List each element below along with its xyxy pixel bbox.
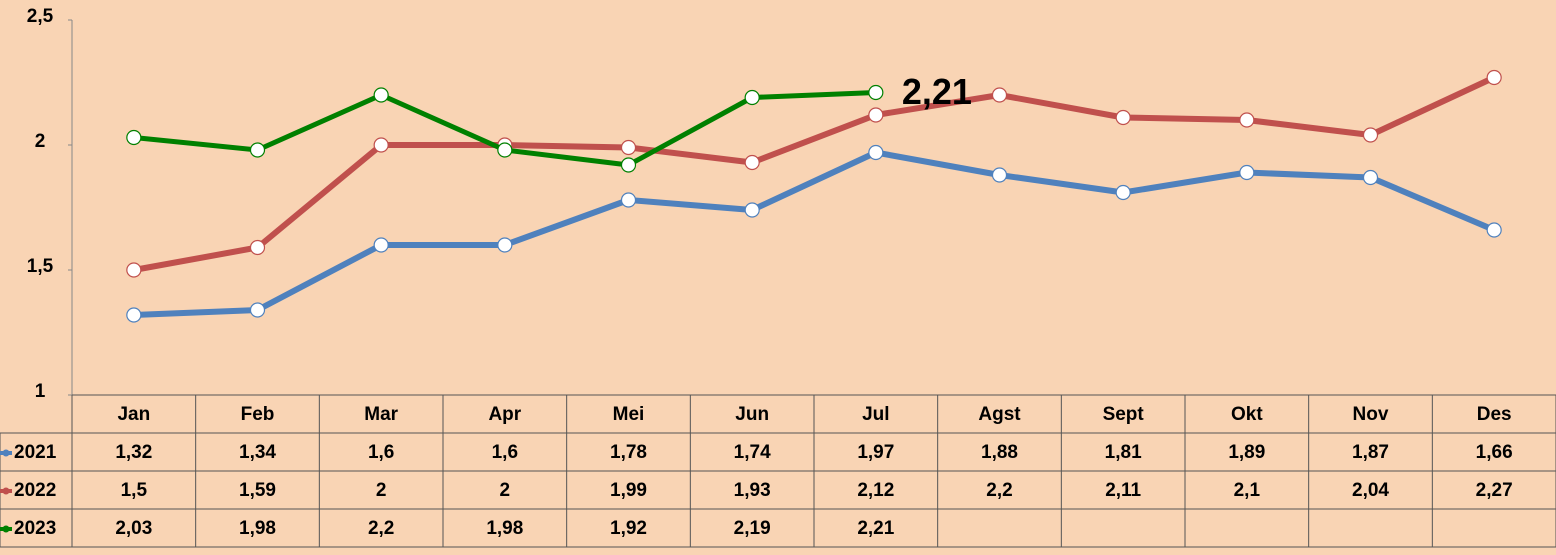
marker (1362, 169, 1379, 186)
x-tick-label: Jul (862, 404, 889, 425)
table-value: 1,32 (115, 442, 152, 463)
table-value: 1,5 (121, 480, 148, 501)
x-tick-label: Nov (1353, 404, 1389, 425)
table-value: 2,12 (857, 480, 894, 501)
table-value: 1,81 (1105, 442, 1142, 463)
table-value: 1,89 (1228, 442, 1265, 463)
table-value: 2 (500, 480, 511, 501)
table-value: 1,88 (981, 442, 1018, 463)
marker (1362, 127, 1379, 143)
legend-key-dot (2, 449, 10, 457)
table-value: 1,93 (734, 480, 771, 501)
table-value: 2,04 (1352, 480, 1389, 501)
x-tick-label: Agst (978, 404, 1021, 425)
marker (249, 302, 266, 318)
legend-label: 2023 (14, 518, 56, 539)
marker (868, 84, 884, 101)
series-line (133, 149, 1496, 318)
marker (249, 142, 266, 158)
y-tick-label: 1,5 (27, 256, 54, 277)
marker (868, 144, 884, 161)
table-value: 1,78 (610, 442, 647, 463)
x-tick-label: Jan (117, 404, 150, 425)
marker (1115, 184, 1131, 201)
marker (373, 137, 389, 153)
marker (744, 89, 760, 106)
x-tick-label: Apr (488, 404, 521, 425)
legend-label: 2021 (14, 442, 57, 463)
table-value: 2,27 (1476, 480, 1513, 501)
marker (991, 167, 1008, 183)
marker (126, 129, 142, 146)
table-value: 2,11 (1105, 480, 1141, 501)
x-tick-label: Mei (613, 404, 645, 425)
marker (497, 237, 513, 253)
marker (1239, 164, 1255, 181)
y-tick-label: 1 (35, 381, 46, 402)
table-value: 2,03 (115, 518, 152, 539)
marker (744, 154, 760, 171)
marker (373, 87, 389, 103)
y-tick-label: 2,5 (27, 6, 54, 27)
table-value: 1,99 (610, 480, 647, 501)
table-value: 2,2 (986, 480, 1012, 501)
x-tick-label: Feb (241, 404, 275, 425)
marker (620, 192, 637, 208)
legend-key-dot (2, 525, 10, 533)
table-value: 2,2 (368, 518, 394, 539)
marker (991, 87, 1008, 103)
x-tick-label: Sept (1103, 404, 1145, 425)
marker (249, 239, 266, 256)
table-value: 1,6 (368, 442, 394, 463)
table-value: 1,92 (610, 518, 647, 539)
legend-label: 2022 (14, 480, 56, 501)
marker (126, 262, 142, 278)
marker (1239, 112, 1255, 128)
marker (373, 237, 389, 253)
table-value: 1,97 (857, 442, 894, 463)
y-tick-label: 2 (35, 131, 46, 152)
table-value: 1,98 (486, 518, 523, 539)
marker (620, 139, 637, 156)
marker (620, 157, 637, 173)
table-value: 2 (376, 480, 387, 501)
table-value: 1,87 (1352, 442, 1389, 463)
marker (126, 307, 142, 323)
table-value: 1,34 (239, 442, 276, 463)
table-value: 1,59 (239, 480, 276, 501)
marker (497, 142, 513, 158)
table-value: 1,74 (734, 442, 771, 463)
x-tick-label: Jun (735, 404, 769, 425)
table-value: 1,98 (239, 518, 276, 539)
legend-key-dot (2, 487, 10, 495)
marker (1486, 69, 1502, 86)
x-tick-label: Mar (364, 404, 398, 425)
table-value: 2,21 (857, 518, 894, 539)
marker (744, 202, 760, 218)
marker (868, 107, 884, 123)
marker (1486, 222, 1502, 238)
x-tick-label: Okt (1231, 404, 1263, 425)
table-value: 1,6 (492, 442, 518, 463)
data-label: 2,21 (902, 71, 972, 112)
x-tick-label: Des (1477, 404, 1512, 425)
table-value: 2,19 (734, 518, 771, 539)
table-value: 1,66 (1476, 442, 1513, 463)
marker (1115, 109, 1131, 126)
table-value: 2,1 (1234, 480, 1261, 501)
series-line (133, 74, 1496, 273)
